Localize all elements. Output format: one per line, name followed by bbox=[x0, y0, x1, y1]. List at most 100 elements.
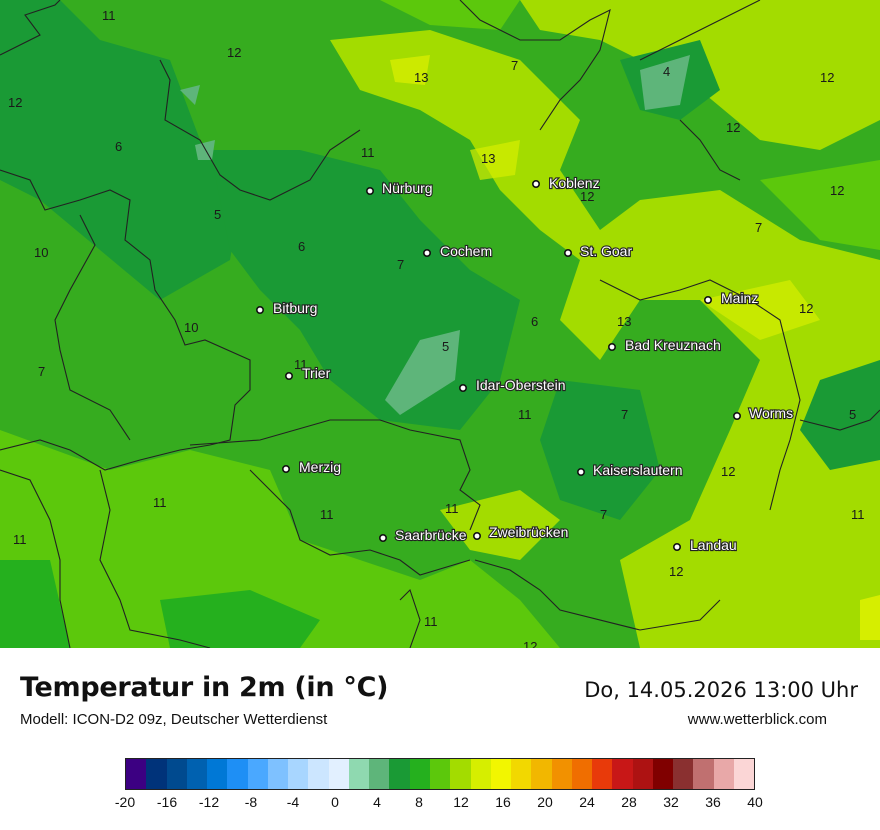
iso-label: 11 bbox=[424, 614, 438, 629]
scale-tick-label: 4 bbox=[373, 794, 381, 810]
iso-label: 11 bbox=[153, 495, 167, 510]
iso-label: 10 bbox=[184, 320, 198, 335]
iso-label: 11 bbox=[102, 8, 116, 23]
city-label: Bitburg bbox=[273, 300, 317, 316]
iso-label: 11 bbox=[13, 532, 27, 547]
scale-swatch bbox=[713, 759, 734, 789]
scale-swatch bbox=[652, 759, 674, 789]
city-marker: St. Goar bbox=[563, 242, 634, 260]
iso-label: 7 bbox=[600, 507, 607, 522]
isotherm-labels: 11 12 12 13 7 4 12 12 6 11 13 12 5 6 7 1… bbox=[8, 8, 865, 648]
scale-swatch bbox=[429, 759, 451, 789]
iso-label: 12 bbox=[830, 183, 844, 198]
iso-label: 12 bbox=[820, 70, 834, 85]
city-marker: Kaiserslautern bbox=[576, 461, 684, 479]
scale-swatch bbox=[673, 759, 694, 789]
scale-swatch bbox=[207, 759, 228, 789]
iso-label: 13 bbox=[414, 70, 428, 85]
scale-swatch bbox=[126, 759, 147, 789]
iso-label: 6 bbox=[298, 239, 305, 254]
iso-label: 7 bbox=[511, 58, 518, 73]
scale-swatch bbox=[328, 759, 349, 789]
model-subtitle: Modell: ICON-D2 09z, Deutscher Wetterdie… bbox=[20, 711, 328, 728]
iso-label: 12 bbox=[227, 45, 241, 60]
iso-label: 10 bbox=[34, 245, 48, 260]
city-marker: Zweibrücken bbox=[472, 523, 569, 541]
city-label: Kaiserslautern bbox=[593, 462, 683, 478]
scale-tick-label: -16 bbox=[156, 794, 178, 810]
scale-swatch bbox=[490, 759, 512, 789]
info-panel: Temperatur in 2m (in °C) Modell: ICON-D2… bbox=[0, 648, 880, 830]
scale-swatch bbox=[551, 759, 572, 789]
city-marker: Idar-Oberstein bbox=[458, 376, 567, 394]
scale-swatch bbox=[612, 759, 633, 789]
scale-swatch bbox=[308, 759, 329, 789]
city-marker: Koblenz bbox=[531, 174, 601, 192]
iso-label: 12 bbox=[580, 189, 594, 204]
scale-tick-label: 0 bbox=[331, 794, 339, 810]
scale-swatch bbox=[186, 759, 208, 789]
iso-label: 12 bbox=[726, 120, 740, 135]
iso-label: 12 bbox=[669, 564, 683, 579]
city-label: St. Goar bbox=[580, 243, 632, 259]
scale-swatch bbox=[348, 759, 370, 789]
city-label: Worms bbox=[749, 405, 793, 421]
city-label: Merzig bbox=[299, 459, 341, 475]
iso-label: 7 bbox=[397, 257, 404, 272]
forecast-datetime: Do, 14.05.2026 13:00 Uhr bbox=[584, 678, 858, 702]
iso-label: 12 bbox=[721, 464, 735, 479]
scale-tick-label: 16 bbox=[495, 794, 511, 810]
scale-tick-label: -8 bbox=[244, 794, 258, 810]
scale-tick-label: 20 bbox=[537, 794, 553, 810]
scale-swatch bbox=[288, 759, 309, 789]
scale-swatch bbox=[389, 759, 410, 789]
iso-label: 7 bbox=[38, 364, 45, 379]
scale-swatch bbox=[247, 759, 268, 789]
scale-swatch bbox=[166, 759, 187, 789]
map-title: Temperatur in 2m (in °C) bbox=[20, 672, 389, 703]
city-marker: Bitburg bbox=[255, 299, 318, 317]
iso-label: 6 bbox=[115, 139, 122, 154]
iso-label: 4 bbox=[663, 64, 670, 79]
iso-label: 13 bbox=[617, 314, 631, 329]
scale-tick-label: 8 bbox=[415, 794, 423, 810]
scale-swatch bbox=[571, 759, 593, 789]
scale-swatch bbox=[227, 759, 248, 789]
scale-tick-label: 28 bbox=[621, 794, 637, 810]
city-label: Cochem bbox=[440, 243, 492, 259]
city-label: Trier bbox=[302, 365, 331, 381]
scale-swatch bbox=[470, 759, 491, 789]
cities: Nürburg Koblenz Cochem St. Goar Mainz Bi… bbox=[255, 174, 794, 554]
scale-tick-label: -12 bbox=[198, 794, 220, 810]
city-marker: Nürburg bbox=[365, 179, 434, 197]
scale-swatch bbox=[146, 759, 167, 789]
website-label: www.wetterblick.com bbox=[687, 711, 827, 728]
scale-swatch bbox=[693, 759, 714, 789]
iso-label: 7 bbox=[755, 220, 762, 235]
iso-label: 12 bbox=[523, 639, 537, 648]
scale-swatch bbox=[592, 759, 613, 789]
temperature-map: 11 12 12 13 7 4 12 12 6 11 13 12 5 6 7 1… bbox=[0, 0, 880, 648]
city-marker: Trier bbox=[284, 364, 332, 382]
iso-label: 11 bbox=[518, 407, 532, 422]
scale-swatch bbox=[369, 759, 390, 789]
temperature-field bbox=[0, 0, 880, 648]
city-label: Saarbrücke bbox=[395, 527, 467, 543]
city-label: Bad Kreuznach bbox=[625, 337, 721, 353]
city-marker: Mainz bbox=[703, 289, 759, 307]
color-scale bbox=[125, 758, 755, 790]
iso-label: 11 bbox=[851, 507, 865, 522]
scale-swatch bbox=[267, 759, 289, 789]
scale-tick-label: -20 bbox=[114, 794, 136, 810]
scale-tick-label: 32 bbox=[663, 794, 679, 810]
scale-tick-label: 12 bbox=[453, 794, 469, 810]
city-marker: Merzig bbox=[281, 458, 342, 476]
scale-tick-label: 36 bbox=[705, 794, 721, 810]
scale-swatch bbox=[531, 759, 552, 789]
city-label: Mainz bbox=[721, 290, 758, 306]
scale-tick-label: 40 bbox=[747, 794, 763, 810]
scale-tick-label: 24 bbox=[579, 794, 595, 810]
scale-swatch bbox=[409, 759, 430, 789]
city-label: Zweibrücken bbox=[489, 524, 568, 540]
scale-swatch bbox=[733, 759, 755, 789]
